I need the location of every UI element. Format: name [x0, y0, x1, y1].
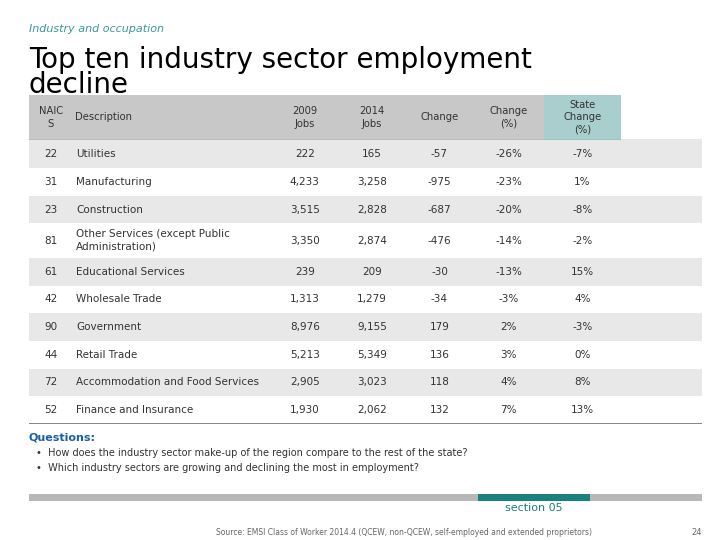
Text: Top ten industry sector employment: Top ten industry sector employment [29, 46, 531, 74]
Text: 90: 90 [44, 322, 58, 332]
Text: -57: -57 [431, 149, 448, 159]
Text: Description: Description [76, 112, 132, 123]
Text: 81: 81 [44, 235, 58, 246]
Text: Industry and occupation: Industry and occupation [29, 24, 164, 35]
Text: -2%: -2% [572, 235, 593, 246]
Bar [590, 494, 702, 501]
Text: decline: decline [29, 71, 129, 99]
Text: -13%: -13% [495, 267, 522, 277]
Text: Change: Change [420, 112, 459, 123]
Text: Accommodation and Food Services: Accommodation and Food Services [76, 377, 259, 387]
Text: 42: 42 [44, 294, 58, 305]
Text: -26%: -26% [495, 149, 522, 159]
Text: 61: 61 [44, 267, 58, 277]
Text: 2014
Jobs: 2014 Jobs [359, 106, 384, 129]
Text: 4,233: 4,233 [290, 177, 320, 187]
Bar [29, 494, 141, 501]
Text: -23%: -23% [495, 177, 522, 187]
Text: 31: 31 [44, 177, 58, 187]
Text: •  Which industry sectors are growing and declining the most in employment?: • Which industry sectors are growing and… [36, 463, 419, 474]
Text: section 05: section 05 [505, 503, 562, 513]
Text: 1,279: 1,279 [357, 294, 387, 305]
Text: 24: 24 [691, 528, 702, 537]
Text: 9,155: 9,155 [357, 322, 387, 332]
Text: 2009
Jobs: 2009 Jobs [292, 106, 318, 129]
Text: 1,313: 1,313 [290, 294, 320, 305]
Text: -687: -687 [428, 205, 451, 214]
Text: 5,349: 5,349 [357, 350, 387, 360]
Text: 44: 44 [44, 350, 58, 360]
Text: 3,350: 3,350 [290, 235, 320, 246]
Bar [366, 494, 477, 501]
Text: -20%: -20% [495, 205, 522, 214]
Text: Manufacturing: Manufacturing [76, 177, 152, 187]
Text: 209: 209 [362, 267, 382, 277]
Text: -30: -30 [431, 267, 448, 277]
Text: 4%: 4% [500, 377, 517, 387]
Text: 222: 222 [295, 149, 315, 159]
Text: 3,023: 3,023 [357, 377, 387, 387]
Text: 7%: 7% [500, 405, 517, 415]
Text: 1,930: 1,930 [290, 405, 320, 415]
Text: 15%: 15% [571, 267, 594, 277]
Text: Questions:: Questions: [29, 432, 96, 442]
Text: 3,515: 3,515 [290, 205, 320, 214]
Text: 165: 165 [362, 149, 382, 159]
Text: 23: 23 [44, 205, 58, 214]
Bar [477, 494, 590, 501]
Text: 52: 52 [44, 405, 58, 415]
Text: 136: 136 [430, 350, 449, 360]
Text: -476: -476 [428, 235, 451, 246]
Bar [29, 94, 73, 140]
Text: Finance and Insurance: Finance and Insurance [76, 405, 194, 415]
Text: Construction: Construction [76, 205, 143, 214]
Text: Wholesale Trade: Wholesale Trade [76, 294, 162, 305]
Text: 72: 72 [44, 377, 58, 387]
Text: 2,905: 2,905 [290, 377, 320, 387]
Text: Retail Trade: Retail Trade [76, 350, 138, 360]
Text: Change
(%): Change (%) [490, 106, 528, 129]
Text: 1%: 1% [575, 177, 590, 187]
Bar [406, 94, 473, 140]
Text: 179: 179 [430, 322, 449, 332]
Bar [141, 494, 253, 501]
Text: Government: Government [76, 322, 141, 332]
Text: -14%: -14% [495, 235, 522, 246]
Text: State
Change
(%): State Change (%) [563, 100, 602, 135]
Text: NAIC
S: NAIC S [39, 106, 63, 129]
Bar [338, 94, 406, 140]
Text: 132: 132 [430, 405, 449, 415]
Text: •  How does the industry sector make-up of the region compare to the rest of the: • How does the industry sector make-up o… [36, 448, 467, 458]
Text: 4%: 4% [575, 294, 590, 305]
Text: -8%: -8% [572, 205, 593, 214]
Text: Other Services (except Public
Administration): Other Services (except Public Administra… [76, 230, 230, 252]
Text: 2,062: 2,062 [357, 405, 387, 415]
Text: Educational Services: Educational Services [76, 267, 185, 277]
Text: 3,258: 3,258 [357, 177, 387, 187]
Text: 8,976: 8,976 [290, 322, 320, 332]
Text: 22: 22 [44, 149, 58, 159]
Bar [473, 94, 544, 140]
Text: -34: -34 [431, 294, 448, 305]
Text: 0%: 0% [575, 350, 590, 360]
Text: 2,874: 2,874 [357, 235, 387, 246]
Text: -3%: -3% [572, 322, 593, 332]
Text: -975: -975 [428, 177, 451, 187]
Text: 2%: 2% [500, 322, 517, 332]
Text: Utilities: Utilities [76, 149, 116, 159]
Text: 3%: 3% [500, 350, 517, 360]
Text: -7%: -7% [572, 149, 593, 159]
Text: 5,213: 5,213 [290, 350, 320, 360]
Text: 2,828: 2,828 [357, 205, 387, 214]
Bar [73, 94, 271, 140]
Text: Source: EMSI Class of Worker 2014.4 (QCEW, non-QCEW, self-employed and extended : Source: EMSI Class of Worker 2014.4 (QCE… [216, 528, 592, 537]
Bar [544, 94, 621, 140]
Text: -3%: -3% [498, 294, 518, 305]
Bar [271, 94, 338, 140]
Text: 239: 239 [295, 267, 315, 277]
Text: 118: 118 [430, 377, 449, 387]
Text: 8%: 8% [575, 377, 590, 387]
Bar [253, 494, 366, 501]
Text: 13%: 13% [571, 405, 594, 415]
